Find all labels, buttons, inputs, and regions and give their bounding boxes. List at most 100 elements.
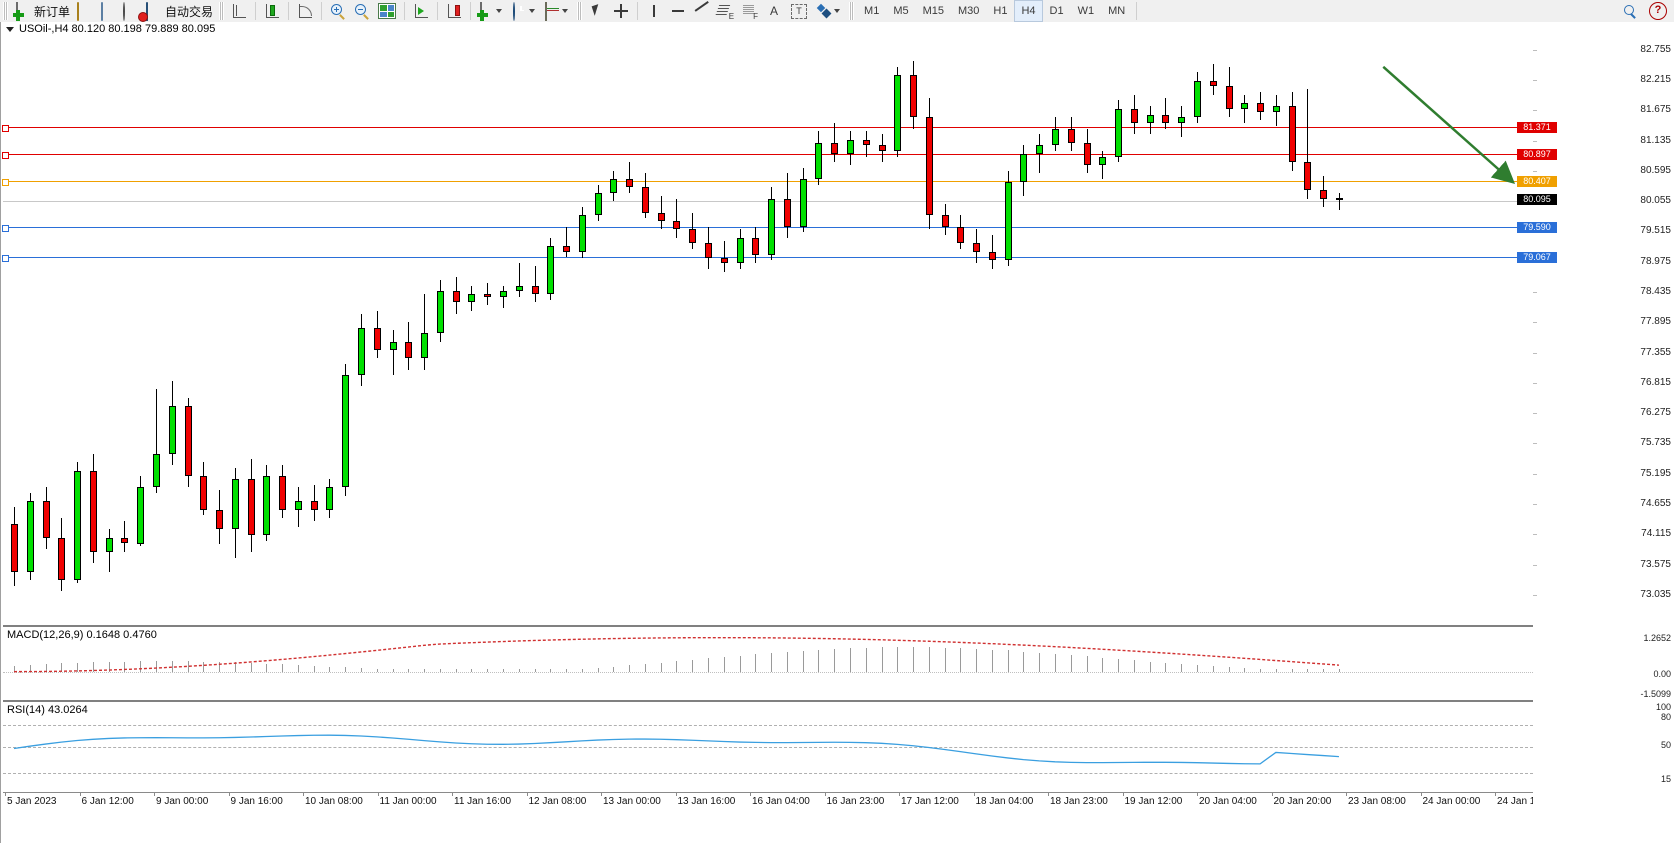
vertical-line-button[interactable]: [642, 1, 666, 21]
chart-shift-button[interactable]: [442, 1, 466, 21]
level-line-pivot[interactable]: [2, 179, 1533, 187]
price-tick: 80.055: [1640, 195, 1671, 207]
divider: [404, 2, 406, 20]
price-tick-mark: [1533, 49, 1537, 51]
main-toolbar: 新订单 自动交易: [0, 0, 1674, 23]
time-tick-mark: [1122, 793, 1124, 796]
chart-menu-caret-icon[interactable]: [6, 26, 14, 32]
current-price-label: 80.095: [1517, 193, 1557, 205]
chart-window[interactable]: USOil-,H4 80.120 80.198 79.889 80.095 MA…: [0, 22, 1674, 843]
help-button[interactable]: ?: [1642, 1, 1674, 21]
auto-trading-button[interactable]: 自动交易: [142, 1, 216, 21]
timeframe-h4[interactable]: H4: [1014, 0, 1043, 22]
time-tick-mark: [1346, 793, 1347, 796]
price-tick-mark: [1533, 443, 1537, 445]
toolbar-grip[interactable]: [3, 2, 8, 20]
timeframe-mn[interactable]: MN: [1108, 5, 1126, 17]
time-tick-label: 5 Jan 2023: [7, 796, 57, 807]
chart-header: USOil-,H4 80.120 80.198 79.889 80.095: [1, 22, 215, 36]
zoom-out-button[interactable]: [350, 1, 374, 21]
new-order-button[interactable]: 新订单: [11, 1, 73, 21]
indicators-button[interactable]: [541, 1, 574, 21]
candlestick-chart-button[interactable]: [260, 1, 284, 21]
price-scale[interactable]: 82.755 82.215 81.675 81.135 80.595 80.055 79.5…: [1517, 22, 1674, 843]
time-tick-mark: [1420, 793, 1422, 796]
time-tick-label: 12 Jan 08:00: [528, 796, 587, 807]
search-button[interactable]: [1618, 1, 1642, 21]
timeframe-m1[interactable]: M1: [864, 5, 880, 17]
price-tick: 80.595: [1640, 164, 1671, 176]
rsi-tick: 50: [1660, 740, 1671, 750]
macd-pane[interactable]: MACD(12,26,9) 0.1648 0.4760: [3, 625, 1533, 699]
data-window-button[interactable]: [374, 1, 400, 21]
rsi-tick: 100: [1655, 702, 1671, 712]
level-handle[interactable]: [2, 179, 9, 187]
timeframe-h1[interactable]: H1: [993, 5, 1008, 17]
price-tick: 75.735: [1640, 437, 1671, 449]
timeframe-m5[interactable]: M5: [893, 5, 909, 17]
time-tick-mark: [973, 793, 975, 796]
chevron-down-icon[interactable]: [529, 9, 536, 13]
time-tick-mark: [154, 793, 155, 796]
text-label-button[interactable]: A: [762, 1, 786, 21]
label-button[interactable]: T: [786, 1, 812, 21]
period-separators-icon: [511, 1, 528, 21]
signals-button[interactable]: [119, 1, 142, 21]
price-pane[interactable]: [2, 36, 1533, 622]
price-tick: 73.035: [1640, 588, 1671, 600]
indicators-icon: [544, 1, 561, 21]
timeframe-d1[interactable]: D1: [1049, 5, 1064, 17]
new-order-label: 新订单: [34, 4, 71, 19]
grid-icon: [378, 3, 397, 19]
time-tick-mark: [526, 793, 528, 796]
chevron-down-icon[interactable]: [496, 9, 503, 13]
level-line-resistance[interactable]: [2, 125, 1533, 133]
chevron-down-icon[interactable]: [834, 9, 841, 13]
time-tick-label: 9 Jan 16:00: [230, 796, 283, 807]
time-tick-mark: [601, 793, 602, 796]
zoom-in-button[interactable]: [326, 1, 350, 21]
level-line-support[interactable]: [2, 254, 1533, 262]
chevron-down-icon[interactable]: [562, 9, 569, 13]
new-template-button[interactable]: [475, 1, 508, 21]
timeframe-m30[interactable]: M30: [958, 5, 980, 17]
divider: [288, 2, 290, 20]
level-line-support[interactable]: [2, 225, 1533, 233]
level-line-resistance[interactable]: [2, 151, 1533, 159]
fibonacci-button[interactable]: E: [714, 1, 738, 21]
time-tick-mark: [303, 793, 304, 796]
level-handle[interactable]: [2, 225, 9, 233]
level-handle[interactable]: [2, 254, 9, 262]
price-tick-mark: [1533, 110, 1537, 112]
time-tick-label: 18 Jan 23:00: [1050, 796, 1108, 807]
objects-button[interactable]: [812, 1, 846, 21]
level-handle[interactable]: [2, 125, 9, 133]
text-button[interactable]: F: [738, 1, 762, 21]
radar-icon: [122, 1, 139, 21]
rsi-pane[interactable]: RSI(14) 43.0264: [3, 700, 1533, 792]
period-separators-button[interactable]: [508, 1, 541, 21]
line-chart-button[interactable]: [293, 1, 317, 21]
divider: [437, 2, 439, 20]
toolbar-grip-3[interactable]: [577, 2, 583, 20]
toolbar-grip-4[interactable]: [849, 2, 855, 20]
cursor-button[interactable]: [585, 1, 609, 21]
chart-title: USOil-,H4 80.120 80.198 79.889 80.095: [19, 23, 216, 35]
time-tick-mark: [228, 793, 230, 796]
timeframe-m15[interactable]: M15: [922, 5, 944, 17]
timeframe-w1[interactable]: W1: [1077, 5, 1095, 17]
price-tick-mark: [1533, 80, 1537, 82]
level-handle[interactable]: [2, 151, 9, 159]
time-axis[interactable]: 5 Jan 2023 6 Jan 12:00 9 Jan 00:00 9 Jan 16…: [3, 792, 1555, 813]
horizontal-line-button[interactable]: [666, 1, 690, 21]
toolbar-grip-2[interactable]: [219, 2, 225, 20]
bar-chart-button[interactable]: [227, 1, 251, 21]
news-button[interactable]: [96, 1, 119, 21]
cursor-icon: [590, 4, 604, 18]
auto-scroll-button[interactable]: [409, 1, 433, 21]
crosshair-button[interactable]: [609, 1, 633, 21]
gold-button[interactable]: [73, 1, 96, 21]
auto-scroll-icon: [414, 4, 429, 18]
trendline-button[interactable]: [690, 1, 714, 21]
